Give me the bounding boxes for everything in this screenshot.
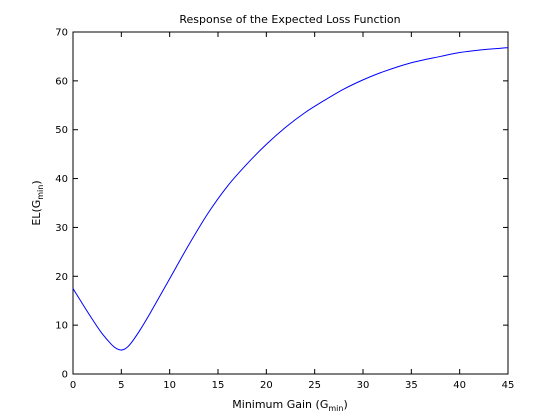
- x-axis-label-end: ): [343, 398, 347, 411]
- y-tick-label: 50: [55, 125, 68, 136]
- x-tick-label: 25: [308, 380, 321, 391]
- y-tick-label: 10: [55, 321, 68, 332]
- y-tick-label: 40: [55, 174, 68, 185]
- x-tick-label: 15: [212, 380, 225, 391]
- y-axis-label-main: EL(G: [30, 200, 43, 226]
- y-axis-label-end: ): [30, 180, 43, 184]
- chart-title: Response of the Expected Loss Function: [179, 13, 400, 26]
- y-axis-ticks: 0 10 20 30 40 50 60 70: [55, 28, 508, 381]
- x-axis-label-subscript: min: [328, 404, 343, 413]
- x-tick-label: 5: [118, 380, 124, 391]
- y-tick-label: 70: [55, 28, 68, 39]
- y-tick-label: 60: [55, 76, 68, 87]
- plot-area: [72, 31, 509, 375]
- x-axis-label-main: Minimum Gain (G: [232, 398, 328, 411]
- x-axis-label: Minimum Gain (Gmin): [232, 398, 347, 413]
- x-tick-label: 30: [357, 380, 370, 391]
- x-tick-label: 20: [260, 380, 273, 391]
- x-tick-label: 40: [453, 380, 466, 391]
- x-tick-label: 10: [163, 380, 176, 391]
- x-tick-label: 0: [70, 380, 76, 391]
- y-tick-label: 20: [55, 272, 68, 283]
- y-tick-label: 0: [62, 370, 68, 381]
- y-tick-label: 30: [55, 223, 68, 234]
- x-tick-label: 45: [502, 380, 515, 391]
- x-axis-ticks: 0 5 10 15 20 25 30 35 40 45: [70, 32, 515, 391]
- x-tick-label: 35: [405, 380, 418, 391]
- y-axis-label: EL(Gmin): [30, 180, 45, 225]
- y-axis-label-subscript: min: [36, 185, 45, 200]
- series-line-expected-loss: [72, 47, 509, 351]
